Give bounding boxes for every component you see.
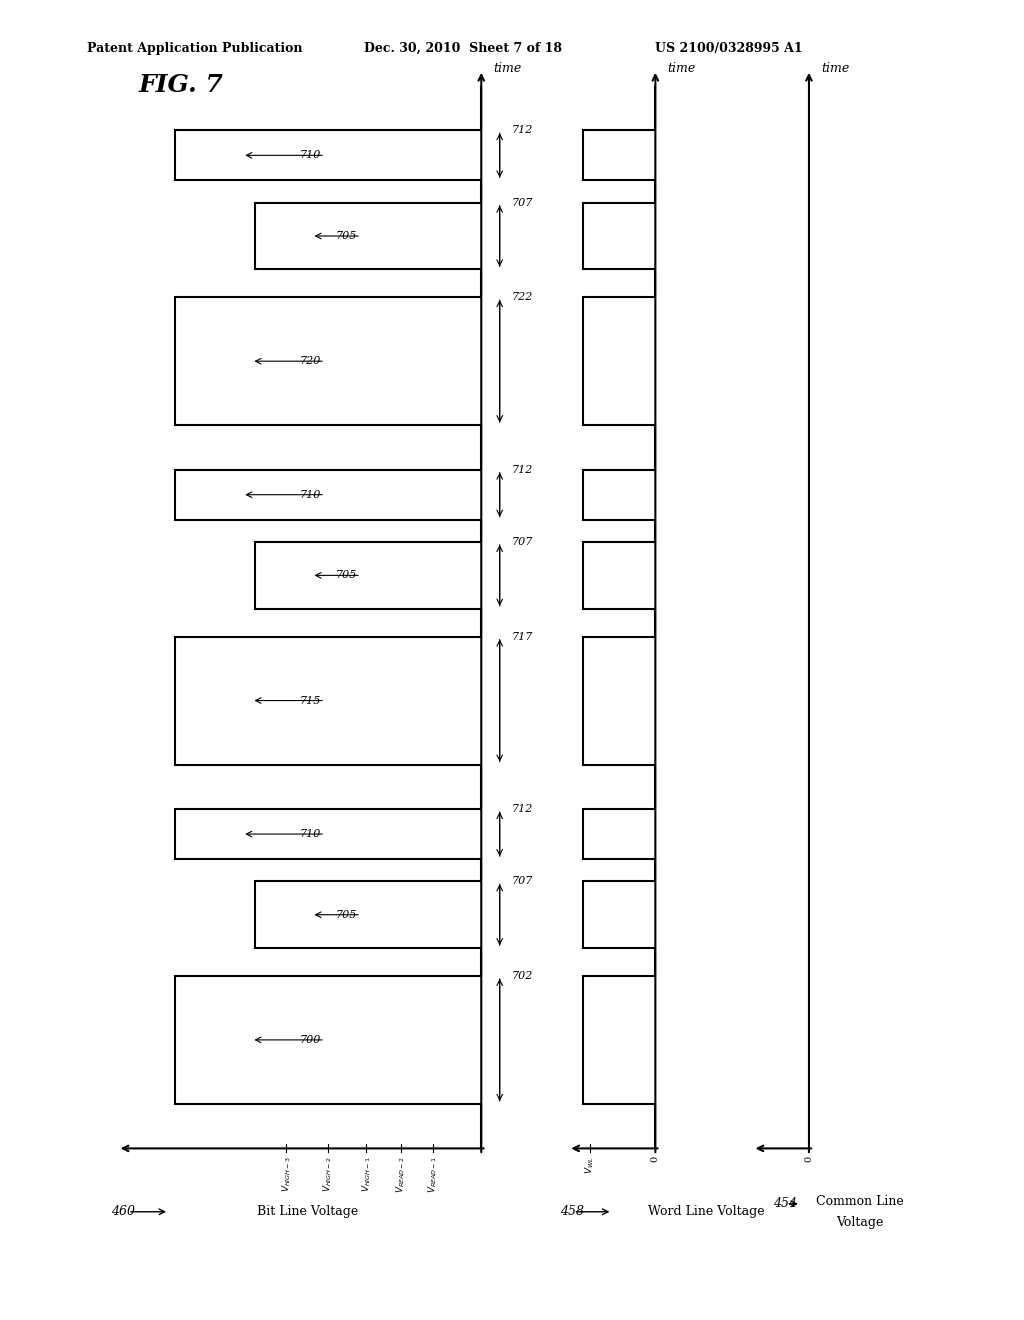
Text: 705: 705: [336, 909, 357, 920]
Text: 710: 710: [299, 829, 321, 840]
Text: 720: 720: [299, 356, 321, 366]
Text: $V_{HIGH-1}$: $V_{HIGH-1}$: [360, 1156, 373, 1192]
Text: time: time: [494, 62, 522, 75]
Text: 712: 712: [512, 125, 534, 136]
Text: Voltage: Voltage: [837, 1216, 884, 1229]
Text: 454: 454: [773, 1197, 797, 1210]
Text: time: time: [821, 62, 850, 75]
Text: 0: 0: [651, 1156, 659, 1163]
Text: 710: 710: [299, 150, 321, 160]
Text: 707: 707: [512, 537, 534, 546]
Text: Bit Line Voltage: Bit Line Voltage: [257, 1205, 357, 1218]
Text: 717: 717: [512, 631, 534, 642]
Text: 712: 712: [512, 804, 534, 814]
Text: 715: 715: [299, 696, 321, 706]
Text: 702: 702: [512, 972, 534, 981]
Text: Patent Application Publication: Patent Application Publication: [87, 42, 302, 55]
Text: Word Line Voltage: Word Line Voltage: [648, 1205, 765, 1218]
Text: 707: 707: [512, 876, 534, 886]
Text: time: time: [668, 62, 696, 75]
Text: 705: 705: [336, 570, 357, 581]
Text: 710: 710: [299, 490, 321, 500]
Text: Common Line: Common Line: [816, 1195, 904, 1208]
Text: 458: 458: [560, 1205, 584, 1218]
Text: 0: 0: [805, 1156, 813, 1163]
Text: 722: 722: [512, 292, 534, 302]
Text: US 2100/0328995 A1: US 2100/0328995 A1: [655, 42, 803, 55]
Text: 700: 700: [299, 1035, 321, 1045]
Text: $V_{WL}$: $V_{WL}$: [584, 1156, 596, 1173]
Text: 460: 460: [111, 1205, 134, 1218]
Text: $V_{HIGH-2}$: $V_{HIGH-2}$: [322, 1156, 335, 1192]
Text: 707: 707: [512, 198, 534, 207]
Text: 712: 712: [512, 465, 534, 475]
Text: $V_{HIGH-3}$: $V_{HIGH-3}$: [280, 1156, 293, 1192]
Text: $V_{READ-1}$: $V_{READ-1}$: [426, 1156, 439, 1193]
Text: 705: 705: [336, 231, 357, 242]
Text: FIG. 7: FIG. 7: [138, 73, 223, 96]
Text: $V_{READ-2}$: $V_{READ-2}$: [395, 1156, 408, 1193]
Text: Dec. 30, 2010  Sheet 7 of 18: Dec. 30, 2010 Sheet 7 of 18: [364, 42, 561, 55]
